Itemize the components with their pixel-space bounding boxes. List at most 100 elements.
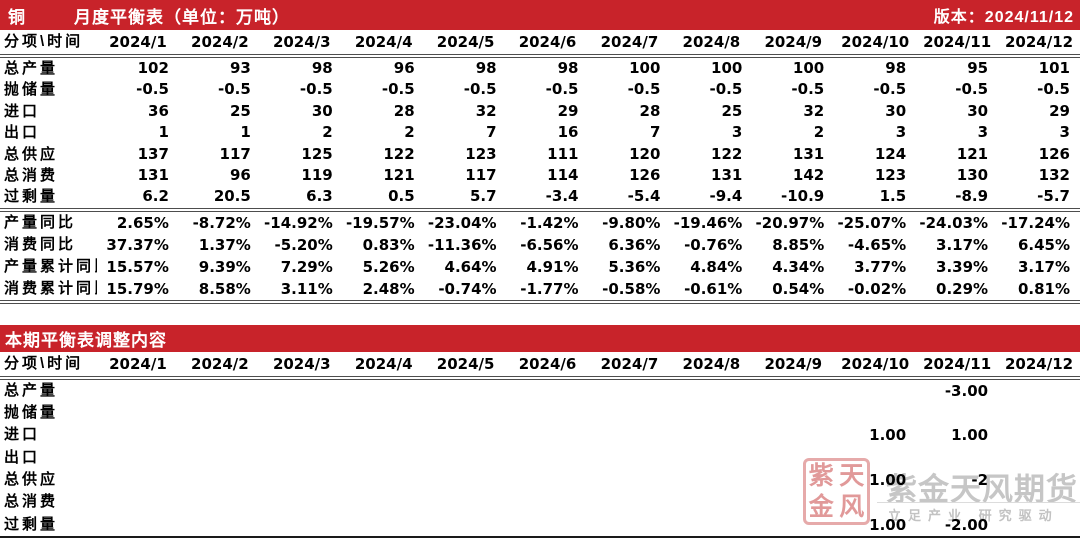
cell-value: 8.58% <box>198 279 251 298</box>
cell-value: -0.74% <box>438 279 497 298</box>
row-label: 进口 <box>4 426 41 444</box>
cell-value: 3.17% <box>1017 257 1070 276</box>
cell-value: 101 <box>1038 59 1070 77</box>
cell-value <box>261 514 343 536</box>
cell-value: -0.5 <box>1037 80 1070 99</box>
cell-value: 100 <box>629 59 661 77</box>
adjustment-section-title: 本期平衡表调整内容 <box>5 330 167 350</box>
cell-value: 98 <box>311 59 333 77</box>
cell-value: -0.5 <box>955 80 989 99</box>
cell-value: 123 <box>874 165 907 184</box>
cell-value: -0.5 <box>791 80 825 99</box>
cell-value <box>834 491 916 513</box>
cell-value: 2.65% <box>116 213 169 232</box>
month-header: 2024/10 <box>841 33 910 51</box>
cell-value <box>588 402 670 424</box>
cell-value: 29 <box>557 101 579 120</box>
cell-value <box>588 380 670 402</box>
cell-value: 0.81% <box>1017 279 1070 298</box>
month-header: 2024/8 <box>682 33 741 51</box>
cell-value: 98 <box>475 59 497 77</box>
month-header: 2024/5 <box>436 33 495 51</box>
cell-value: 15.79% <box>106 279 169 298</box>
cell-value: 1.5 <box>879 187 907 206</box>
cell-value: 96 <box>393 59 415 77</box>
cell-value: 6.2 <box>142 187 169 206</box>
cell-value <box>916 491 998 513</box>
cell-value: -9.80% <box>602 213 661 232</box>
cell-value <box>834 447 916 469</box>
cell-value: 121 <box>383 165 415 184</box>
cell-value: 121 <box>956 144 989 163</box>
corner-header: 分项\时间 <box>4 354 84 372</box>
cell-value <box>179 469 261 491</box>
cell-value <box>507 514 589 536</box>
month-header: 2024/12 <box>1004 33 1074 51</box>
cell-value <box>588 514 670 536</box>
cell-value <box>425 380 507 402</box>
table-row: 过剩量 6.2 20.5 6.3 0.5 5.7 -3.4 -5.4 -9.4 -10.9 1.5 -… <box>0 186 1080 207</box>
cell-value: 1.37% <box>198 235 251 254</box>
cell-value <box>425 447 507 469</box>
cell-value: -3.4 <box>545 187 579 206</box>
cell-value <box>752 424 834 446</box>
cell-value <box>261 491 343 513</box>
cell-value <box>343 514 425 536</box>
table-row: 总产量 -3.00 <box>0 380 1080 402</box>
cell-value: -0.5 <box>218 80 251 99</box>
row-label: 总消费 <box>4 166 59 184</box>
table-row: 抛储量 <box>0 402 1080 424</box>
row-label: 抛储量 <box>4 81 59 99</box>
cell-value: 32 <box>475 101 497 120</box>
month-header: 2024/6 <box>518 33 577 51</box>
cell-value <box>97 402 179 424</box>
cell-value: 3.77% <box>854 257 907 276</box>
table-row: 过剩量 1.00 -2.00 <box>0 514 1080 536</box>
cell-value <box>998 402 1080 424</box>
cell-value <box>507 491 589 513</box>
row-label: 产量累计同比 <box>4 257 97 275</box>
cell-value <box>261 469 343 491</box>
month-header: 2024/8 <box>682 354 741 373</box>
table-row: 进口 36 25 30 28 32 29 28 25 32 30 30 29 <box>0 101 1080 122</box>
cell-value <box>261 424 343 446</box>
cell-value: -6.56% <box>520 235 579 254</box>
cell-value: -0.5 <box>136 80 169 99</box>
cell-value <box>179 514 261 536</box>
cell-value <box>507 380 589 402</box>
cell-value <box>507 447 589 469</box>
cell-value: 3 <box>1059 123 1070 142</box>
cell-value: 6.3 <box>306 187 333 206</box>
cell-value: 96 <box>229 165 251 184</box>
cell-value: -8.72% <box>192 213 251 232</box>
cell-value: 28 <box>639 101 661 120</box>
cell-value <box>425 514 507 536</box>
cell-value: 1.00 <box>869 426 907 445</box>
month-header: 2024/2 <box>191 354 249 373</box>
cell-value <box>916 402 998 424</box>
cell-value: 132 <box>1038 165 1070 184</box>
row-label: 出口 <box>4 124 41 142</box>
cell-value <box>588 424 670 446</box>
cell-value: 1 <box>158 123 169 142</box>
corner-header: 分项\时间 <box>4 33 84 50</box>
cell-value <box>670 514 752 536</box>
row-label: 进口 <box>4 102 41 120</box>
cell-value: -0.5 <box>709 80 743 99</box>
cell-value: 0.5 <box>388 187 415 206</box>
cell-value <box>343 469 425 491</box>
cell-value: -20.97% <box>755 213 825 232</box>
cell-value: -5.4 <box>627 187 661 206</box>
cell-value: 3.11% <box>280 279 333 298</box>
cell-value: 29 <box>1049 101 1070 120</box>
balance-table-header: 分项\时间 2024/1 2024/2 2024/3 2024/4 2024/5 2024/… <box>0 30 1080 58</box>
table-row: 出口 1 1 2 2 7 16 7 3 2 3 3 3 <box>0 122 1080 143</box>
cell-value: 124 <box>874 144 907 163</box>
cell-value <box>179 447 261 469</box>
cell-value: -2.00 <box>944 515 989 534</box>
cell-value <box>752 491 834 513</box>
cell-value: 2 <box>404 123 415 142</box>
cell-value: -10.9 <box>780 187 825 206</box>
commodity-name: 铜 <box>8 7 26 27</box>
cell-value <box>261 402 343 424</box>
